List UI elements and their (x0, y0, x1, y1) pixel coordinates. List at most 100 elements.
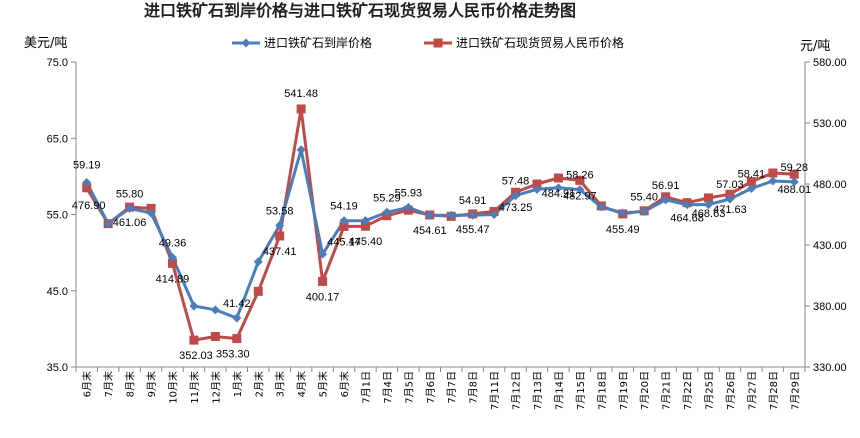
x-axis-tick-label: 1月末 (231, 371, 244, 397)
data-point-usd-price (468, 210, 478, 220)
data-label-rmb-price: 471.63 (713, 204, 747, 216)
chart-title: 进口铁矿石到岸价格与进口铁矿石现货贸易人民币价格走势图 (144, 1, 576, 20)
data-point-rmb-price (746, 177, 756, 187)
data-point-rmb-price (553, 173, 563, 183)
data-point-rmb-price (167, 258, 177, 268)
data-point-usd-price (360, 216, 370, 226)
legend-item-rmb: 进口铁矿石现货贸易人民币价格 (424, 35, 624, 50)
data-label-rmb-price: 445.17 (327, 236, 361, 248)
data-label-usd-price: 41.42 (223, 298, 251, 310)
x-axis-tick-label: 7月8日 (468, 371, 480, 404)
right-axis-tick-label: 330.00 (813, 362, 847, 374)
data-point-usd-price (446, 210, 456, 220)
data-label-rmb-price: 445.40 (349, 236, 383, 248)
x-axis-tick-label: 12月末 (209, 371, 222, 404)
left-axis-tick-label: 45.0 (47, 286, 68, 298)
x-axis-tick-label: 11月末 (188, 371, 201, 404)
data-point-usd-price (425, 210, 435, 220)
left-axis-tick-label: 75.0 (47, 57, 68, 69)
data-label-usd-price: 55.80 (116, 188, 144, 200)
data-point-rmb-price (82, 183, 92, 193)
data-point-rmb-price (146, 203, 156, 213)
data-point-usd-price (725, 194, 735, 204)
x-axis-tick-label: 7月1日 (360, 371, 372, 404)
data-label-usd-price: 55.29 (373, 192, 401, 204)
x-axis-tick-label: 7月19日 (618, 371, 630, 410)
data-label-rmb-price: 454.61 (413, 225, 447, 237)
data-label-rmb-price: 461.06 (113, 217, 147, 229)
x-axis-tick-label: 7月12日 (511, 371, 523, 410)
x-axis-tick-label: 7月7日 (446, 371, 458, 404)
legend-item-usd: 进口铁矿石到岸价格 (232, 35, 372, 50)
data-label-usd-price: 49.36 (159, 238, 187, 250)
x-axis-tick-label: 7月29日 (789, 371, 801, 410)
data-label-rmb-price: 352.03 (179, 350, 213, 362)
x-axis-tick-label: 7月4日 (382, 371, 394, 404)
x-axis-tick-label: 7月20日 (639, 371, 651, 410)
data-point-usd-price (275, 220, 285, 230)
data-point-usd-price (532, 184, 542, 194)
legend-label-usd: 进口铁矿石到岸价格 (264, 35, 372, 50)
x-axis-tick-label: 7月22日 (682, 371, 694, 410)
data-label-rmb-price: 473.25 (499, 202, 533, 214)
data-label-rmb-price: 464.68 (670, 213, 704, 225)
data-label-usd-price: 59.28 (781, 162, 809, 174)
data-point-usd-price (704, 200, 714, 210)
data-label-rmb-price: 455.49 (606, 224, 640, 236)
data-label-rmb-price: 455.47 (456, 224, 490, 236)
left-axis-tick-label: 65.0 (47, 133, 68, 145)
data-point-rmb-price (296, 104, 306, 114)
legend: 进口铁矿石到岸价格 进口铁矿石现货贸易人民币价格 (232, 35, 624, 50)
data-point-usd-price (575, 185, 585, 195)
data-point-rmb-price (789, 169, 799, 179)
data-point-rmb-price (768, 168, 778, 178)
x-axis-tick-label: 7月18日 (596, 371, 608, 410)
data-point-usd-price (189, 301, 199, 311)
data-point-usd-price (639, 206, 649, 216)
data-point-rmb-price (532, 179, 542, 189)
data-label-usd-price: 53.58 (266, 205, 294, 217)
data-label-usd-price: 55.93 (395, 187, 423, 199)
data-point-usd-price (661, 195, 671, 205)
data-label-rmb-price: 353.30 (216, 349, 250, 361)
data-point-usd-price (489, 210, 499, 219)
data-label-rmb-price: 482.97 (563, 190, 597, 202)
data-point-rmb-price (253, 286, 263, 296)
legend-marker-rmb (433, 38, 443, 48)
data-label-usd-price: 57.48 (502, 176, 530, 188)
data-point-usd-price (232, 313, 242, 323)
data-point-rmb-price (189, 335, 199, 345)
data-label-rmb-price: 414.89 (156, 273, 190, 285)
data-point-usd-price (511, 191, 521, 201)
x-axis-tick-label: 7月6日 (425, 371, 437, 404)
data-point-usd-price (618, 208, 628, 218)
data-point-rmb-price (318, 276, 328, 286)
data-point-usd-price (103, 219, 113, 229)
x-axis-tick-label: 7月25日 (704, 371, 716, 410)
data-point-usd-price (339, 216, 349, 226)
x-axis-tick-label: 3月末 (274, 371, 287, 397)
x-axis-tick-label: 4月末 (295, 371, 308, 397)
right-axis-unit: 元/吨 (800, 39, 830, 54)
left-axis-unit: 美元/吨 (24, 36, 67, 51)
x-axis-tick-label: 7月11日 (489, 371, 501, 410)
x-axis-tick-label: 7月27日 (746, 371, 758, 410)
data-point-usd-price (789, 177, 799, 187)
data-label-rmb-price: 484.91 (542, 188, 576, 200)
legend-label-rmb: 进口铁矿石现货贸易人民币价格 (456, 35, 624, 50)
data-point-usd-price (382, 207, 392, 217)
data-label-rmb-price: 541.48 (284, 88, 318, 100)
data-point-rmb-price (704, 193, 714, 203)
data-point-usd-price (296, 145, 306, 155)
data-point-rmb-price (275, 231, 285, 241)
data-point-usd-price (318, 249, 328, 259)
x-axis-tick-label: 7月5日 (403, 371, 415, 404)
x-axis-tick-label: 7月21日 (661, 371, 673, 410)
legend-marker-usd (241, 38, 251, 48)
data-point-usd-price (768, 176, 778, 186)
x-axis-tick-label: 7月26日 (725, 371, 737, 410)
data-point-rmb-price (575, 175, 585, 185)
data-point-usd-price (146, 208, 156, 218)
data-label-usd-price: 55.40 (630, 191, 658, 203)
